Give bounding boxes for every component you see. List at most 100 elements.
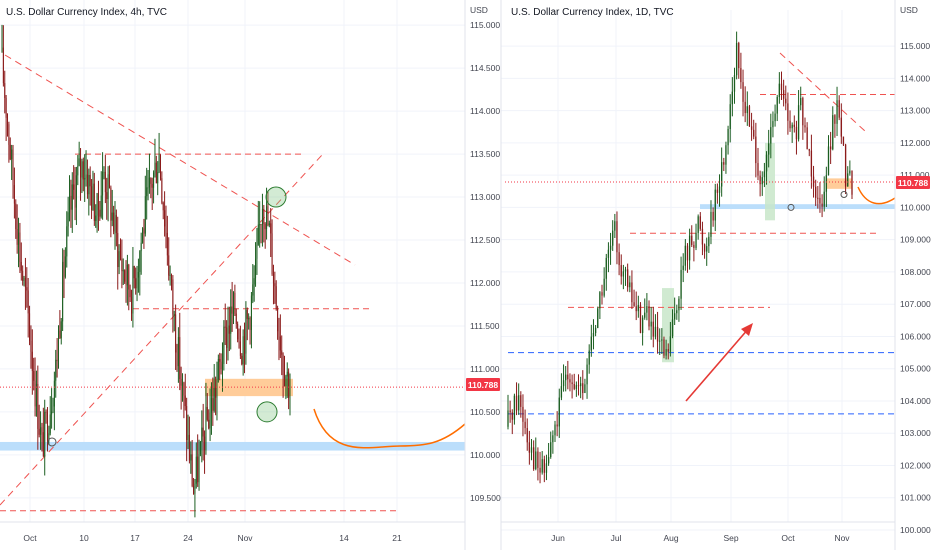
candle[interactable] bbox=[74, 167, 76, 221]
candle[interactable] bbox=[51, 388, 53, 429]
candle[interactable] bbox=[33, 357, 35, 391]
candle[interactable] bbox=[656, 311, 659, 354]
candle[interactable] bbox=[755, 122, 757, 178]
candle[interactable] bbox=[268, 220, 270, 228]
candle[interactable] bbox=[586, 358, 588, 399]
candle[interactable] bbox=[173, 310, 175, 332]
candle[interactable] bbox=[1, 24, 3, 53]
candle[interactable] bbox=[194, 479, 196, 518]
candle[interactable] bbox=[620, 254, 622, 285]
candle[interactable] bbox=[245, 301, 247, 365]
candle[interactable] bbox=[120, 238, 122, 261]
candle[interactable] bbox=[77, 155, 79, 186]
candle[interactable] bbox=[271, 219, 273, 276]
candle[interactable] bbox=[281, 335, 283, 376]
candle[interactable] bbox=[179, 312, 181, 391]
candle[interactable] bbox=[66, 211, 68, 268]
candle[interactable] bbox=[250, 291, 252, 349]
candle[interactable] bbox=[261, 193, 263, 247]
candle[interactable] bbox=[678, 296, 680, 322]
candle[interactable] bbox=[19, 222, 21, 273]
candle[interactable] bbox=[266, 187, 268, 240]
candle[interactable] bbox=[142, 227, 144, 244]
candle[interactable] bbox=[787, 92, 789, 135]
candle[interactable] bbox=[279, 314, 281, 359]
candle[interactable] bbox=[252, 264, 254, 304]
candle[interactable] bbox=[588, 344, 590, 374]
candle[interactable] bbox=[712, 207, 714, 227]
candle[interactable] bbox=[556, 411, 558, 437]
candle[interactable] bbox=[629, 275, 631, 293]
candle[interactable] bbox=[686, 243, 689, 273]
candle[interactable] bbox=[115, 209, 117, 247]
candle[interactable] bbox=[772, 111, 774, 138]
candle[interactable] bbox=[57, 325, 59, 369]
candle[interactable] bbox=[22, 265, 24, 286]
candle[interactable] bbox=[836, 86, 838, 137]
candle[interactable] bbox=[575, 381, 578, 397]
candle[interactable] bbox=[847, 166, 849, 187]
candle[interactable] bbox=[721, 147, 723, 197]
candle[interactable] bbox=[815, 179, 817, 206]
candle[interactable] bbox=[125, 260, 127, 303]
candle[interactable] bbox=[795, 120, 798, 155]
candle[interactable] bbox=[763, 162, 766, 188]
candle[interactable] bbox=[92, 170, 94, 211]
candle[interactable] bbox=[659, 328, 661, 355]
candle[interactable] bbox=[612, 220, 614, 251]
candle[interactable] bbox=[840, 103, 842, 144]
candle[interactable] bbox=[69, 175, 71, 222]
candle[interactable] bbox=[550, 431, 552, 459]
candle[interactable] bbox=[212, 377, 214, 426]
candle[interactable] bbox=[605, 253, 607, 291]
candle[interactable] bbox=[644, 298, 646, 320]
candle[interactable] bbox=[108, 165, 110, 189]
candle[interactable] bbox=[86, 159, 88, 199]
candle[interactable] bbox=[817, 185, 819, 209]
candle[interactable] bbox=[770, 113, 772, 159]
candle[interactable] bbox=[832, 106, 834, 151]
candle[interactable] bbox=[52, 397, 54, 414]
candle[interactable] bbox=[45, 409, 47, 424]
candle[interactable] bbox=[195, 442, 197, 489]
candle[interactable] bbox=[821, 194, 823, 218]
candle[interactable] bbox=[137, 258, 139, 293]
candle[interactable] bbox=[635, 291, 637, 321]
candle[interactable] bbox=[233, 291, 235, 325]
candle[interactable] bbox=[107, 166, 109, 222]
candle[interactable] bbox=[182, 373, 184, 402]
left-candles[interactable] bbox=[1, 24, 291, 518]
candle[interactable] bbox=[27, 277, 29, 338]
candle[interactable] bbox=[41, 422, 43, 452]
candle[interactable] bbox=[48, 425, 50, 446]
candle[interactable] bbox=[541, 451, 543, 475]
candle[interactable] bbox=[545, 454, 548, 481]
candle[interactable] bbox=[834, 114, 836, 138]
candle[interactable] bbox=[270, 208, 272, 258]
candle[interactable] bbox=[823, 176, 825, 212]
candle[interactable] bbox=[562, 364, 565, 392]
candle[interactable] bbox=[64, 247, 66, 279]
candle[interactable] bbox=[158, 132, 160, 174]
candle[interactable] bbox=[778, 72, 781, 104]
candle[interactable] bbox=[256, 227, 258, 275]
candle[interactable] bbox=[73, 165, 75, 200]
candle[interactable] bbox=[753, 119, 755, 140]
candle[interactable] bbox=[727, 125, 729, 155]
candle[interactable] bbox=[509, 400, 511, 423]
candle[interactable] bbox=[663, 336, 665, 359]
candle[interactable] bbox=[75, 166, 77, 225]
candle[interactable] bbox=[62, 248, 64, 332]
candle[interactable] bbox=[652, 306, 654, 348]
candle[interactable] bbox=[260, 223, 262, 244]
candle[interactable] bbox=[24, 257, 26, 310]
candle[interactable] bbox=[226, 320, 228, 365]
candle[interactable] bbox=[244, 322, 246, 374]
candle[interactable] bbox=[106, 177, 108, 220]
candle[interactable] bbox=[808, 148, 810, 157]
candle[interactable] bbox=[851, 170, 853, 199]
candle[interactable] bbox=[148, 153, 150, 194]
candle[interactable] bbox=[216, 361, 218, 421]
candle[interactable] bbox=[757, 147, 759, 181]
candle[interactable] bbox=[272, 264, 274, 305]
